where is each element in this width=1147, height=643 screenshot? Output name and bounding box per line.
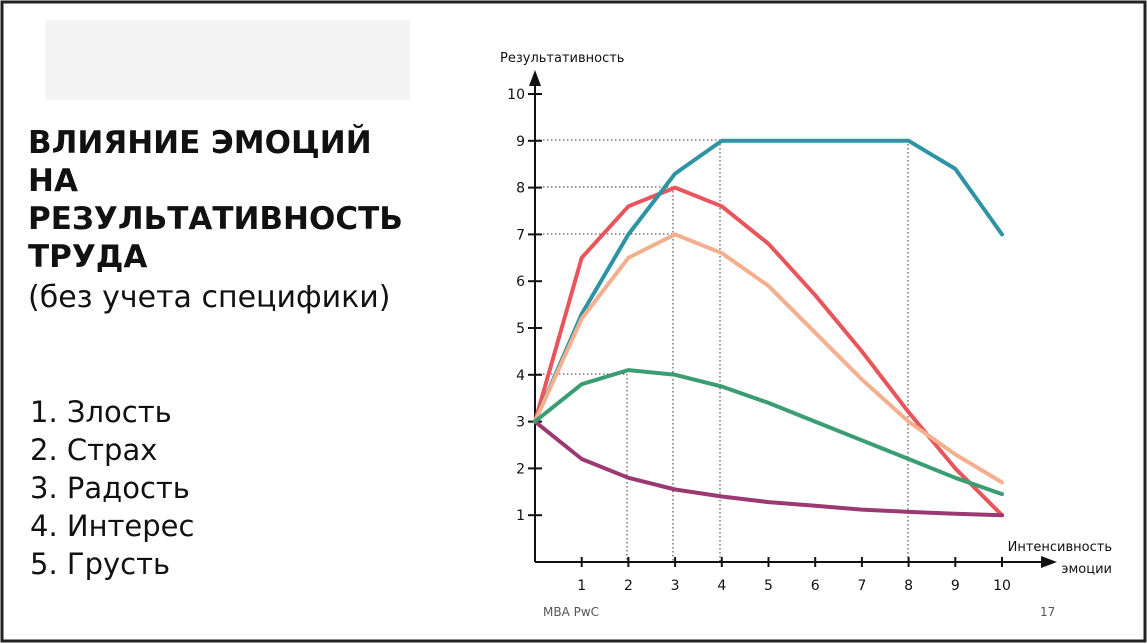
series-line (533, 232, 1004, 485)
x-tick-label: 3 (671, 578, 680, 594)
series-line (533, 368, 1004, 497)
x-tick-label: 9 (951, 578, 960, 594)
x-arrow (1041, 556, 1057, 568)
legend-item: 3. Радость (30, 471, 190, 505)
x-tick-label: 8 (904, 578, 913, 594)
y-tick-label: 4 (516, 368, 525, 384)
y-tick-label: 9 (516, 134, 525, 150)
title-line: ВЛИЯНИЕ ЭМОЦИЙ (28, 125, 372, 161)
y-tick-label: 3 (516, 415, 525, 431)
legend-item: 2. Страх (30, 433, 157, 467)
title-line: РЕЗУЛЬТАТИВНОСТЬ (28, 201, 403, 237)
y-tick-label: 8 (516, 181, 525, 197)
x-axis-label: эмоции (1061, 562, 1112, 577)
y-axis-label: Результативность (500, 51, 624, 66)
y-tick-label: 7 (516, 227, 525, 243)
x-tick-label: 4 (717, 578, 726, 594)
x-axis-label: Интенсивность (1008, 540, 1112, 555)
x-tick-label: 10 (993, 578, 1011, 594)
legend-item: 4. Интерес (30, 509, 194, 543)
y-tick-label: 1 (516, 508, 525, 524)
x-tick-label: 1 (577, 578, 586, 594)
series-line (533, 138, 1004, 424)
x-tick-label: 6 (811, 578, 820, 594)
legend-item: 5. Грусть (30, 547, 170, 581)
subtitle: (без учета специфики) (28, 280, 390, 315)
series-line (533, 419, 1004, 518)
page-number: 17 (1040, 605, 1055, 619)
title-line: НА (28, 163, 78, 199)
y-tick-label: 6 (516, 274, 525, 290)
y-tick-label: 2 (516, 461, 525, 477)
faded-header (45, 20, 410, 100)
title-line: ТРУДА (28, 239, 147, 275)
footer-left: MBA PwC (543, 605, 599, 619)
y-tick-label: 10 (507, 87, 525, 103)
y-arrow (529, 70, 541, 86)
x-tick-label: 5 (764, 578, 773, 594)
x-tick-label: 7 (857, 578, 866, 594)
legend-item: 1. Злость (30, 395, 172, 429)
y-tick-label: 5 (516, 321, 525, 337)
x-tick-label: 2 (624, 578, 633, 594)
